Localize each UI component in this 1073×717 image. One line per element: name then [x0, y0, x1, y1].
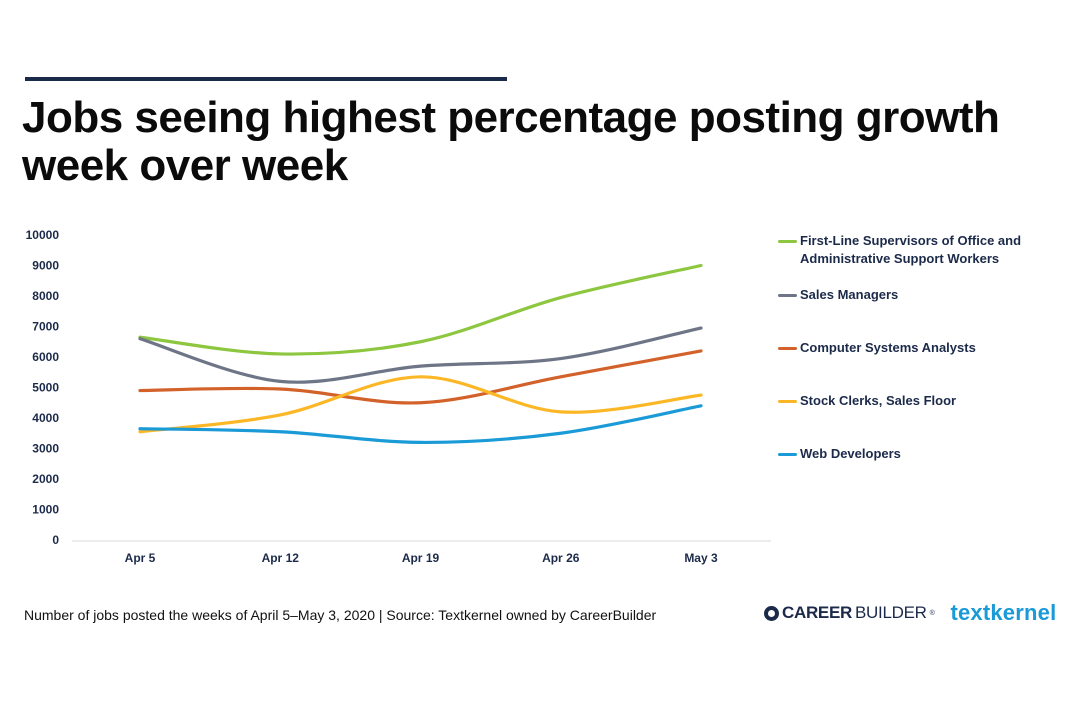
y-tick-label: 4000 — [32, 411, 59, 425]
series-line-web-developers — [138, 404, 703, 445]
registered-mark: ® — [929, 609, 935, 617]
x-tick-label: Apr 12 — [262, 551, 300, 565]
y-tick-label: 6000 — [32, 350, 59, 364]
series-line-computer-systems-analysts — [138, 349, 703, 405]
y-tick-label: 8000 — [32, 289, 59, 303]
logos: CAREER BUILDER ® textkernel — [764, 600, 1056, 626]
y-axis: 0 1000 2000 3000 4000 5000 6000 7000 8000 9000 100… — [26, 228, 60, 547]
careerbuilder-logo: CAREER BUILDER ® — [764, 603, 935, 623]
legend-item: Stock Clerks, Sales Floor — [778, 392, 1068, 410]
chart-title: Jobs seeing highest percentage posting g… — [22, 93, 1000, 190]
x-tick-label: May 3 — [684, 551, 718, 565]
series-line-sales-managers — [138, 326, 703, 384]
line-chart: 0 1000 2000 3000 4000 5000 6000 7000 8000 9000 100… — [26, 228, 771, 565]
legend-item: Computer Systems Analysts — [778, 339, 1068, 357]
legend-swatch — [778, 453, 797, 456]
legend-label: Sales Managers — [800, 287, 899, 302]
legend-item: Sales Managers — [778, 286, 1068, 304]
y-tick-label: 1000 — [32, 503, 59, 517]
careerbuilder-wordmark-light: BUILDER — [855, 603, 927, 622]
legend: First-Line Supervisors of Office and Adm… — [778, 232, 1068, 463]
y-tick-label: 10000 — [26, 228, 60, 242]
careerbuilder-icon — [764, 605, 779, 621]
legend-item: First-Line Supervisors of Office and Adm… — [778, 232, 1068, 268]
x-tick-label: Apr 26 — [542, 551, 580, 565]
y-tick-label: 5000 — [32, 381, 59, 395]
x-axis: Apr 5 Apr 12 Apr 19 Apr 26 May 3 — [72, 540, 771, 565]
legend-item: Web Developers — [778, 445, 1068, 463]
x-tick-label: Apr 19 — [402, 551, 440, 565]
legend-label: First-Line Supervisors of Office and Adm… — [800, 233, 1022, 266]
legend-label: Stock Clerks, Sales Floor — [800, 393, 957, 408]
legend-swatch — [778, 294, 797, 297]
textkernel-logo: textkernel — [950, 600, 1057, 625]
title-rule — [25, 77, 507, 81]
x-tick-label: Apr 5 — [125, 551, 156, 565]
y-tick-label: 2000 — [32, 472, 59, 486]
legend-swatch — [778, 240, 797, 243]
y-tick-label: 3000 — [32, 442, 59, 456]
legend-swatch — [778, 400, 797, 403]
careerbuilder-wordmark-bold: CAREER — [782, 603, 852, 622]
y-tick-label: 0 — [52, 533, 59, 547]
legend-label: Computer Systems Analysts — [800, 340, 976, 355]
source-note: Number of jobs posted the weeks of April… — [24, 607, 657, 623]
series-line-first-line-supervisors-of-office-and-administrative-support-workers — [138, 263, 703, 356]
legend-swatch — [778, 347, 797, 350]
series-line-stock-clerks-sales-floor — [138, 375, 703, 434]
y-tick-label: 9000 — [32, 259, 59, 273]
y-tick-label: 7000 — [32, 320, 59, 334]
legend-label: Web Developers — [800, 446, 901, 461]
series-lines — [138, 263, 703, 445]
